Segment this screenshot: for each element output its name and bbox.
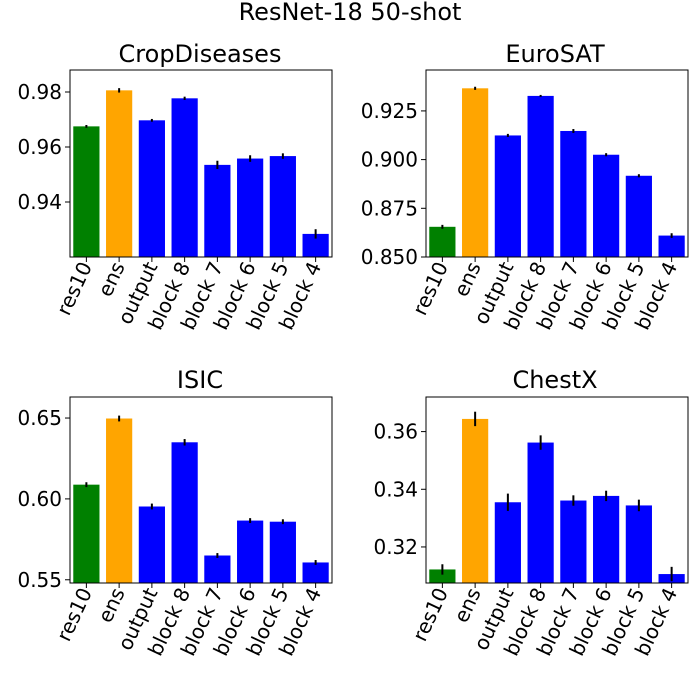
bar-block-5 xyxy=(625,175,652,257)
bar-ens xyxy=(106,90,133,257)
bar-ens xyxy=(106,418,133,583)
bar-block-8 xyxy=(527,95,554,257)
y-tick-label: 0.94 xyxy=(17,190,62,214)
bar-block-7 xyxy=(204,555,231,583)
y-tick-label: 0.32 xyxy=(373,535,418,559)
bar-block-5 xyxy=(269,156,296,257)
bar-block-4 xyxy=(302,562,329,583)
y-tick-label: 0.34 xyxy=(373,477,418,501)
y-tick-label: 0.36 xyxy=(373,420,418,444)
subplot-title: ChestX xyxy=(512,366,597,394)
bar-output xyxy=(138,506,165,583)
axes-frame xyxy=(425,396,689,584)
y-tick-label: 0.925 xyxy=(361,99,418,123)
bar-block-6 xyxy=(237,520,264,583)
bar-res10 xyxy=(429,569,456,583)
bar-block-5 xyxy=(625,505,652,583)
bar-block-7 xyxy=(204,164,231,258)
x-tick-label: res10 xyxy=(52,584,97,645)
bar-block-7 xyxy=(560,500,587,583)
bar-block-8 xyxy=(171,98,198,257)
bar-output xyxy=(494,502,521,583)
bar-output xyxy=(494,135,521,257)
bar-block-7 xyxy=(560,130,587,257)
plot-area: 0.8500.8750.9000.925res10ensoutputblock … xyxy=(361,69,689,334)
bar-ens xyxy=(462,88,489,257)
subplot-eurosat: EuroSAT 0.8500.8750.9000.925res10ensoutp… xyxy=(361,40,689,334)
bar-block-8 xyxy=(527,442,554,583)
bar-block-6 xyxy=(593,495,620,583)
y-tick-label: 0.900 xyxy=(361,148,418,172)
bar-block-4 xyxy=(658,235,685,257)
bar-res10 xyxy=(73,126,100,258)
axes-frame xyxy=(69,396,333,584)
y-tick-label: 0.96 xyxy=(17,135,62,159)
y-tick-label: 0.875 xyxy=(361,196,418,220)
bar-block-6 xyxy=(237,158,264,257)
bar-ens xyxy=(462,418,489,583)
subplot-cropdiseases: CropDiseases 0.940.960.98res10ensoutputb… xyxy=(17,40,333,334)
y-tick-label: 0.55 xyxy=(17,568,62,592)
subplot-title: CropDiseases xyxy=(119,40,282,68)
axes-frame xyxy=(69,69,333,258)
axes-frame xyxy=(425,69,689,258)
bar-block-8 xyxy=(171,442,198,583)
bar-res10 xyxy=(429,226,456,257)
figure-title: ResNet-18 50-shot xyxy=(239,0,462,26)
x-tick-label: res10 xyxy=(52,258,97,319)
y-tick-label: 0.98 xyxy=(17,80,62,104)
x-tick-label: res10 xyxy=(408,584,453,645)
subplot-title: ISIC xyxy=(177,366,223,394)
y-tick-label: 0.60 xyxy=(17,487,62,511)
bar-block-4 xyxy=(302,233,329,257)
y-tick-label: 0.850 xyxy=(361,245,418,269)
bar-output xyxy=(138,120,165,257)
bar-block-5 xyxy=(269,521,296,583)
subplot-title: EuroSAT xyxy=(505,40,605,68)
y-tick-label: 0.65 xyxy=(17,406,62,430)
bar-res10 xyxy=(73,484,100,583)
bar-block-6 xyxy=(593,154,620,257)
